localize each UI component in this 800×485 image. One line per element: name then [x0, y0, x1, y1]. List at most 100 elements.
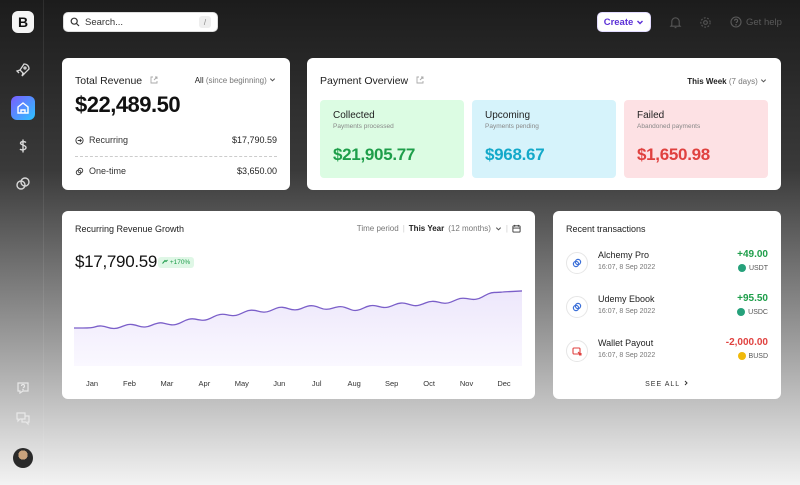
- revenue-row-recurring: Recurring $17,790.59: [75, 135, 277, 145]
- app-logo[interactable]: B: [12, 11, 34, 33]
- sidebar: B: [0, 0, 44, 485]
- see-all-link[interactable]: SEE ALL: [553, 380, 781, 388]
- transaction-row[interactable]: Wallet Payout 16:07, 8 Sep 2022 -2,000.0…: [566, 336, 768, 366]
- transaction-time: 16:07, 8 Sep 2022: [598, 308, 656, 315]
- question-circle-icon: [730, 16, 742, 28]
- box-value: $968.67: [485, 145, 545, 164]
- external-link-icon[interactable]: [150, 76, 158, 84]
- chevron-down-icon: [760, 79, 767, 83]
- transaction-row[interactable]: Udemy Ebook 16:07, 8 Sep 2022 +95.50 USD…: [566, 292, 768, 322]
- transaction-name: Alchemy Pro: [598, 250, 650, 260]
- sidebar-item-rocket[interactable]: [11, 58, 35, 82]
- notifications-button[interactable]: [667, 14, 683, 30]
- link-icon: [572, 258, 582, 268]
- total-revenue-title: Total Revenue: [75, 75, 158, 87]
- rocket-icon: [15, 63, 30, 77]
- recurring-icon: [75, 135, 84, 145]
- x-tick-label: May: [235, 379, 249, 388]
- usdc-coin-icon: [737, 308, 746, 316]
- settings-button[interactable]: [697, 14, 713, 30]
- revenue-period-filter[interactable]: All (since beginning): [195, 76, 276, 85]
- revenue-growth-card: Recurring Revenue Growth Time period | T…: [62, 211, 535, 399]
- revenue-row-one-time: One-time $3,650.00: [75, 166, 277, 176]
- period-label: Time period: [356, 224, 399, 233]
- revenue-row-label: Recurring: [89, 135, 129, 145]
- payment-overview-title: Payment Overview: [320, 75, 424, 87]
- external-link-icon[interactable]: [416, 76, 424, 84]
- create-button-label: Create: [603, 16, 634, 28]
- sidebar-item-dollar[interactable]: [11, 134, 35, 158]
- chevron-down-icon: [269, 78, 276, 82]
- search-icon: [70, 17, 80, 27]
- link-icon: [572, 302, 582, 312]
- transaction-amount: -2,000.00: [725, 337, 768, 348]
- transaction-icon: [566, 252, 588, 274]
- x-tick-label: Sep: [385, 379, 398, 388]
- sidebar-item-coins[interactable]: [11, 172, 35, 196]
- payment-overview-card: Payment Overview This Week (7 days) Coll…: [307, 58, 781, 190]
- gear-icon: [699, 16, 711, 28]
- search-input[interactable]: [85, 16, 195, 28]
- sidebar-item-messages[interactable]: [11, 406, 35, 430]
- sidebar-item-help-chat[interactable]: [11, 376, 35, 400]
- transaction-currency: USDC: [737, 308, 768, 316]
- revenue-period-value: All: [194, 76, 204, 85]
- growth-period-filter[interactable]: Time period | This Year (12 months) |: [357, 224, 521, 233]
- calendar-icon[interactable]: [512, 224, 521, 233]
- period-value: This Year: [408, 224, 445, 233]
- transaction-currency: BUSD: [737, 352, 768, 360]
- get-help-link[interactable]: Get help: [730, 14, 782, 30]
- revenue-growth-chart: Jan Feb Mar Apr May Jun Jul Aug Sep Oct Nov Dec: [74, 290, 522, 388]
- messages-icon: [16, 412, 30, 426]
- box-title: Failed: [637, 110, 665, 121]
- transaction-name: Wallet Payout: [598, 338, 654, 348]
- box-subtitle: Payments processed: [333, 123, 394, 130]
- x-tick-label: Aug: [348, 379, 361, 388]
- busd-coin-icon: [737, 352, 746, 360]
- transaction-amount: +49.00: [737, 249, 768, 260]
- upcoming-box[interactable]: Upcoming Payments pending $968.67: [472, 100, 616, 178]
- sidebar-item-home[interactable]: [11, 96, 35, 120]
- search-bar[interactable]: /: [63, 12, 218, 32]
- transaction-row[interactable]: Alchemy Pro 16:07, 8 Sep 2022 +49.00 USD…: [566, 248, 768, 278]
- total-revenue-card: Total Revenue All (since beginning) $22,…: [62, 58, 290, 190]
- transaction-name: Udemy Ebook: [598, 294, 655, 304]
- growth-badge-value: +170%: [169, 259, 191, 266]
- x-tick-label: Jan: [86, 379, 98, 388]
- box-subtitle: Abandoned payments: [637, 123, 701, 130]
- question-chat-icon: [17, 382, 29, 395]
- x-tick-label: Jul: [312, 379, 322, 388]
- arrow-up-icon: [162, 259, 168, 264]
- overview-period-value: This Week: [687, 77, 727, 86]
- create-button[interactable]: Create: [597, 12, 651, 32]
- box-title: Collected: [333, 110, 375, 121]
- revenue-row-value: $17,790.59: [231, 135, 277, 145]
- avatar[interactable]: [13, 448, 33, 468]
- failed-box[interactable]: Failed Abandoned payments $1,650.98: [624, 100, 768, 178]
- collected-box[interactable]: Collected Payments processed $21,905.77: [320, 100, 464, 178]
- transactions-title: Recent transactions: [566, 224, 646, 234]
- x-tick-label: Apr: [199, 379, 211, 388]
- revenue-growth-title: Recurring Revenue Growth: [75, 224, 185, 234]
- x-tick-label: Jun: [273, 379, 285, 388]
- chevron-down-icon: [495, 227, 501, 231]
- search-shortcut-hint: /: [199, 16, 211, 28]
- box-value: $1,650.98: [637, 145, 710, 164]
- overview-period-note: (7 days): [728, 77, 758, 86]
- bell-icon: [669, 16, 681, 28]
- transaction-currency-label: BUSD: [748, 352, 768, 360]
- link-icon: [75, 167, 84, 175]
- usdt-coin-icon: [737, 264, 746, 272]
- dollar-icon: [19, 139, 27, 153]
- growth-badge: +170%: [158, 257, 195, 268]
- period-note: (12 months): [448, 224, 491, 233]
- box-subtitle: Payments pending: [485, 123, 539, 130]
- x-tick-label: Nov: [460, 379, 474, 388]
- overview-period-filter[interactable]: This Week (7 days): [687, 77, 767, 86]
- chevron-down-icon: [637, 20, 644, 25]
- x-tick-label: Oct: [423, 379, 436, 388]
- home-icon: [17, 102, 29, 114]
- transaction-currency-label: USDC: [748, 308, 768, 316]
- box-value: $21,905.77: [333, 145, 416, 164]
- growth-amount: $17,790.59: [75, 252, 158, 271]
